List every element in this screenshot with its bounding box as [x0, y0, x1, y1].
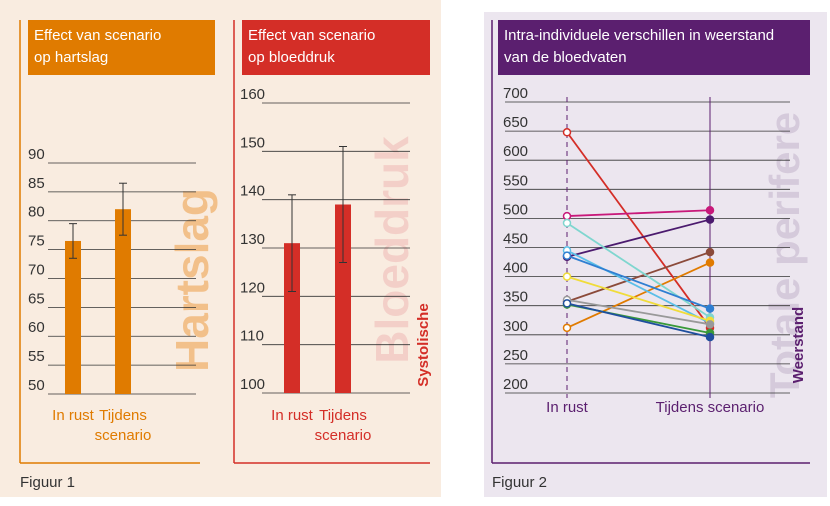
series-line — [566, 298, 711, 326]
caption: Figuur 1 — [20, 474, 75, 491]
y-tick-label: 100 — [240, 376, 265, 393]
y-tick-label: 55 — [28, 348, 45, 365]
y-axis-label: Totale perifere — [761, 112, 808, 398]
bar — [284, 243, 300, 393]
y-tick-label: 70 — [28, 261, 45, 278]
chart-title: Intra-individuele verschillen in weersta… — [504, 27, 774, 44]
y-axis-label: Bloeddruk — [366, 136, 418, 364]
error-bar — [288, 194, 296, 292]
x-tick-label: In rust — [546, 399, 588, 416]
data-point — [562, 272, 572, 281]
data-point — [562, 128, 572, 137]
data-point — [705, 258, 715, 267]
error-bar — [339, 146, 347, 263]
data-point — [705, 304, 715, 313]
error-bar — [119, 182, 127, 236]
error-bar — [69, 223, 77, 259]
y-tick-label: 120 — [240, 279, 265, 296]
series-line — [566, 218, 711, 258]
series-line — [566, 249, 711, 324]
x-tick-label-box: Tijdens scenario — [314, 407, 372, 444]
data-point — [562, 218, 572, 228]
series-line — [566, 251, 711, 303]
series-line — [566, 261, 711, 329]
title-box — [242, 20, 430, 75]
y-tick-label: 110 — [240, 328, 264, 345]
y-tick-label: 200 — [503, 376, 528, 393]
chart-title: Effect van scenario — [248, 27, 375, 44]
y-tick-label: 85 — [28, 175, 45, 192]
y-tick-label: 80 — [28, 204, 45, 221]
series-line — [566, 131, 711, 329]
x-tick-label: In rust — [271, 407, 313, 424]
data-point — [562, 251, 572, 260]
y-tick-label: 400 — [503, 260, 528, 277]
y-tick-label: 60 — [28, 319, 45, 336]
y-axis-label: Hartslag — [166, 188, 218, 372]
y-tick-label: 350 — [503, 289, 528, 306]
y-tick-label: 250 — [503, 347, 528, 364]
y-tick-label: 130 — [240, 231, 265, 248]
chart-title: Effect van scenario — [34, 27, 161, 44]
x-tick-label-box: In rust — [271, 407, 313, 424]
y-tick-label: 650 — [503, 114, 528, 131]
series-line — [566, 209, 711, 217]
series-line — [566, 275, 711, 322]
y-tick-label: 140 — [240, 183, 265, 200]
x-tick-label-box: In rust — [52, 407, 94, 424]
x-tick-label: In rust — [52, 407, 94, 424]
y-tick-label: 300 — [503, 318, 528, 335]
data-point — [705, 206, 715, 215]
y-tick-label: 160 — [240, 86, 265, 103]
caption: Figuur 2 — [492, 474, 547, 491]
data-point — [705, 247, 715, 257]
series-line — [566, 302, 711, 339]
y-tick-label: 700 — [503, 85, 528, 102]
y-tick-label: 90 — [28, 146, 45, 163]
bar — [115, 209, 131, 394]
data-point — [705, 215, 715, 224]
chart-title: op hartslag — [34, 49, 108, 66]
series-line — [566, 254, 711, 310]
series-line — [566, 222, 711, 319]
title-box — [498, 20, 810, 75]
y-tick-label: 600 — [503, 143, 528, 160]
y-tick-label: 450 — [503, 230, 528, 247]
bar — [65, 240, 81, 394]
title-box — [28, 20, 215, 75]
x-tick-label-box: In rust — [546, 399, 588, 416]
x-tick-label: Tijdens scenario — [314, 407, 372, 444]
y-tick-label: 150 — [240, 134, 265, 151]
y-tick-label: 50 — [28, 377, 45, 394]
data-point — [562, 323, 572, 333]
y-tick-label: 75 — [28, 233, 45, 250]
data-point — [705, 332, 715, 342]
x-tick-label: Tijdens scenario — [655, 399, 765, 416]
chart-title: op bloeddruk — [248, 49, 335, 66]
data-point — [562, 211, 572, 221]
chart-title: van de bloedvaten — [504, 49, 627, 66]
y-tick-label: 65 — [28, 290, 45, 307]
y-tick-label: 500 — [503, 201, 528, 218]
data-point — [562, 299, 572, 308]
data-point — [705, 320, 715, 329]
y-axis-sublabel: Weerstand — [790, 307, 807, 383]
y-axis-sublabel: Systolische — [415, 303, 432, 386]
bar — [335, 204, 351, 393]
x-tick-label-box: Tijdens scenario — [94, 407, 152, 444]
y-tick-label: 550 — [503, 172, 528, 189]
x-tick-label-box: Tijdens scenario — [655, 399, 765, 416]
x-tick-label: Tijdens scenario — [94, 407, 152, 444]
